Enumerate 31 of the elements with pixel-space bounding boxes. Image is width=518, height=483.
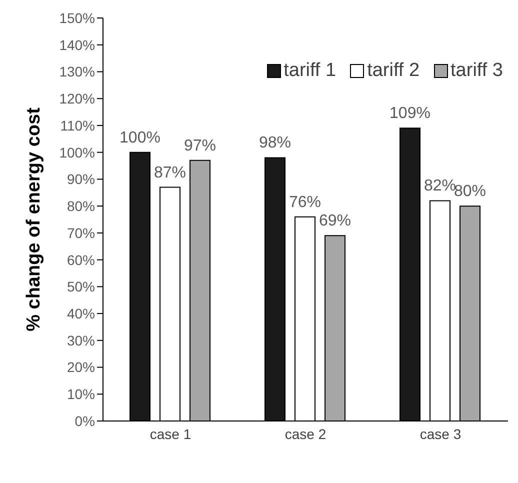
y-tick-label: 0%: [74, 412, 95, 429]
data-label: 109%: [390, 105, 430, 122]
y-tick-label: 110%: [60, 117, 95, 134]
y-tick-label: 130%: [59, 64, 95, 80]
y-tick-label: 40%: [66, 306, 95, 322]
legend-label: tariff 1: [282, 60, 336, 82]
legend-label: tariff 3: [450, 60, 503, 82]
y-tick-label: 50%: [66, 278, 95, 295]
y-tick-label: 150%: [59, 10, 95, 26]
y-axis-title: % change of energy cost: [24, 106, 45, 332]
y-tick-label: 90%: [66, 171, 95, 188]
y-tick-label: 30%: [66, 332, 95, 348]
data-label: 98%: [258, 134, 292, 152]
legend-label: tariff 2: [366, 60, 420, 82]
y-tick-label: 140%: [59, 36, 95, 53]
y-tick-label: 10%: [66, 386, 95, 402]
y-tick-label: 120%: [59, 90, 95, 107]
x-tick-label: case 2: [284, 426, 326, 442]
data-label: 76%: [288, 194, 322, 211]
y-tick-label: 70%: [66, 224, 95, 241]
data-label: 80%: [454, 183, 486, 200]
data-label: 97%: [184, 137, 216, 154]
data-label: 69%: [318, 212, 352, 230]
y-tick-label: 60%: [66, 252, 95, 268]
x-tick-label: case 3: [420, 426, 462, 442]
data-label: 100%: [120, 129, 160, 146]
x-tick-label: case 1: [150, 426, 192, 442]
y-tick-label: 100%: [59, 144, 95, 160]
y-tick-label: 20%: [66, 359, 95, 376]
y-tick-label: 80%: [66, 198, 95, 214]
data-label: 87%: [154, 164, 186, 182]
